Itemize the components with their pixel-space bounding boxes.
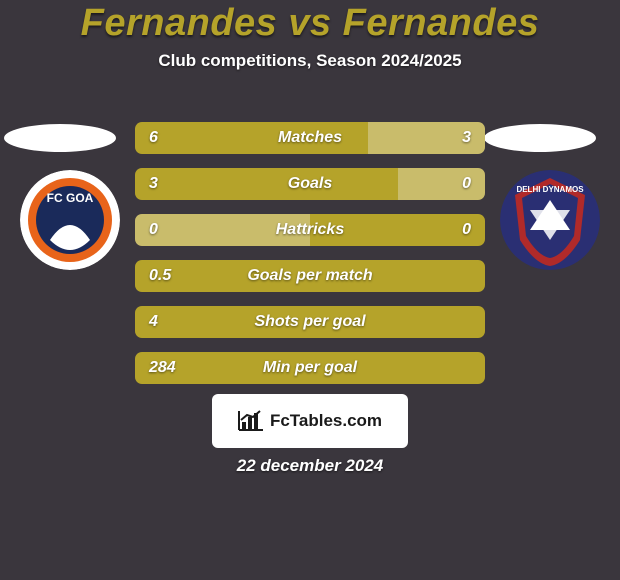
stat-row: 284Min per goal [135, 352, 485, 384]
stat-right-value: 3 [368, 122, 485, 154]
stat-row: 0.5Goals per match [135, 260, 485, 292]
stat-row: 4Shots per goal [135, 306, 485, 338]
spotlight-right [484, 124, 596, 152]
stat-row: 00Hattricks [135, 214, 485, 246]
stat-left-value: 6 [135, 122, 368, 154]
svg-text:DELHI DYNAMOS: DELHI DYNAMOS [516, 185, 584, 194]
club-badge-right: DELHI DYNAMOS [500, 170, 600, 270]
svg-text:FC GOA: FC GOA [47, 191, 94, 205]
stat-left-value: 0.5 [135, 260, 485, 292]
spotlight-left [4, 124, 116, 152]
club-badge-left: FC GOA [20, 170, 120, 270]
stat-right-value: 0 [398, 168, 485, 200]
stat-row: 30Goals [135, 168, 485, 200]
page-title: Fernandes vs Fernandes [0, 0, 620, 45]
stat-left-value: 284 [135, 352, 485, 384]
page-subtitle: Club competitions, Season 2024/2025 [0, 51, 620, 71]
stat-left-value: 3 [135, 168, 398, 200]
chart-icon [238, 410, 264, 432]
attribution-badge: FcTables.com [212, 394, 408, 448]
stat-left-value: 4 [135, 306, 485, 338]
date-label: 22 december 2024 [0, 456, 620, 476]
stat-bars: 63Matches 30Goals 00Hattricks 0.5Goals per … [135, 122, 485, 384]
attribution-text: FcTables.com [270, 411, 382, 431]
stat-left-value: 0 [135, 214, 310, 246]
stat-right-value: 0 [310, 214, 485, 246]
comparison-infographic: Fernandes vs Fernandes Club competitions… [0, 0, 620, 580]
stat-row: 63Matches [135, 122, 485, 154]
